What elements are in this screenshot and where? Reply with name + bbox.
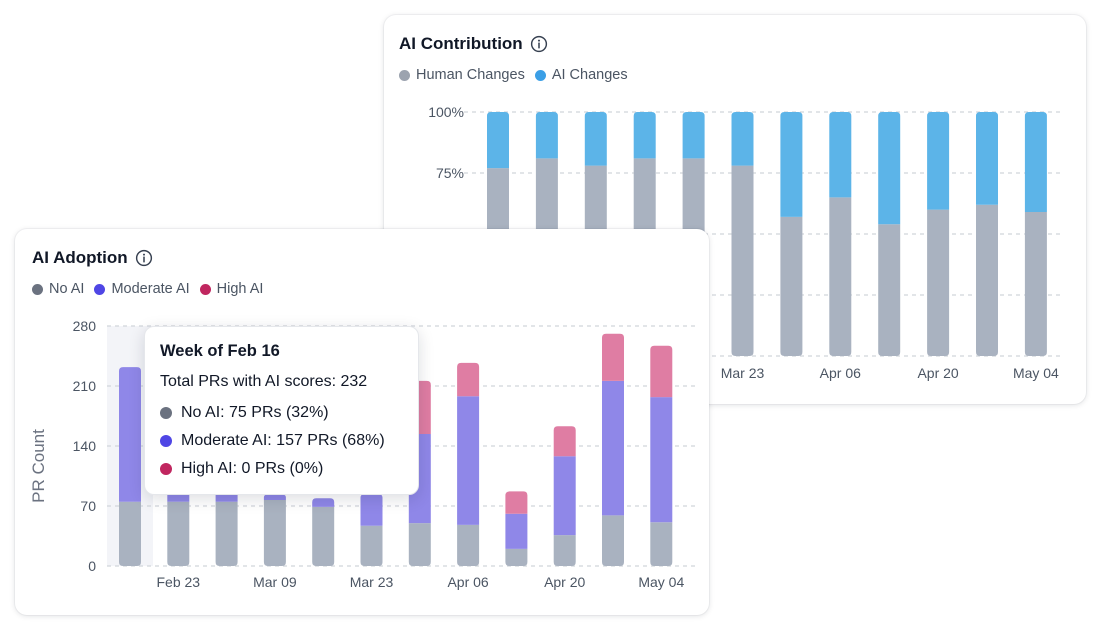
bar-no-ai xyxy=(215,501,238,566)
bar-ai-changes xyxy=(535,112,558,159)
tooltip-row-label: Moderate AI: 157 PRs (68%) xyxy=(181,432,385,449)
bar-ai-changes xyxy=(731,112,754,166)
y-axis-title: PR Count xyxy=(29,429,48,503)
legend-label: Moderate AI xyxy=(111,281,190,297)
y-tick-label: 0 xyxy=(88,558,96,574)
info-icon[interactable] xyxy=(530,35,548,53)
legend-label: No AI xyxy=(49,281,85,297)
legend-label: High AI xyxy=(216,281,264,297)
bar-moderate-ai xyxy=(457,396,480,525)
x-tick-label: Mar 23 xyxy=(350,574,394,590)
legend-moderate-ai[interactable]: Moderate AI xyxy=(94,281,190,297)
y-tick-label: 140 xyxy=(73,438,97,454)
y-tick-label: 70 xyxy=(80,498,96,514)
tooltip-row-label: No AI: 75 PRs (32%) xyxy=(181,404,329,421)
legend-label: AI Changes xyxy=(551,67,628,83)
ai-adoption-title: AI Adoption xyxy=(32,248,128,267)
bar-ai-changes xyxy=(927,112,950,210)
tooltip-dot xyxy=(160,435,172,447)
bar-human-changes xyxy=(878,224,901,356)
y-tick-label: 75% xyxy=(436,165,464,181)
tooltip-row-moderate-ai: Moderate AI: 157 PRs (68%) xyxy=(160,432,403,450)
legend-dot xyxy=(399,69,410,81)
bar-moderate-ai xyxy=(263,494,286,500)
tooltip-dot xyxy=(160,407,172,419)
legend-dot xyxy=(199,283,211,295)
legend-dot xyxy=(32,283,43,295)
tooltip-title: Week of Feb 16 xyxy=(160,342,280,360)
bar-no-ai xyxy=(167,501,190,566)
ai-contribution-title: AI Contribution xyxy=(399,34,523,53)
legend-ai-changes[interactable]: AI Changes xyxy=(534,67,628,83)
bar-human-changes xyxy=(976,204,998,356)
ai-contribution-title-row: AI Contribution xyxy=(399,34,548,54)
legend-dot xyxy=(534,69,546,81)
x-tick-label: Feb 23 xyxy=(157,574,201,590)
bar-no-ai xyxy=(505,548,528,566)
bar-high-ai xyxy=(553,426,576,457)
x-tick-label: Apr 20 xyxy=(917,365,958,381)
bar-ai-changes xyxy=(682,112,705,159)
bar-ai-changes xyxy=(878,112,901,225)
legend-human-changes[interactable]: Human Changes xyxy=(399,67,525,83)
x-tick-label: Mar 23 xyxy=(721,365,765,381)
y-tick-label: 210 xyxy=(73,378,97,394)
bar-high-ai xyxy=(505,491,528,514)
bar-ai-changes xyxy=(829,112,852,198)
info-icon[interactable] xyxy=(135,249,153,267)
x-tick-label: May 04 xyxy=(638,574,684,590)
tooltip-row-high-ai: High AI: 0 PRs (0%) xyxy=(160,460,403,478)
bar-ai-changes xyxy=(633,112,656,159)
bar-high-ai xyxy=(650,345,673,398)
x-tick-label: Apr 06 xyxy=(820,365,861,381)
y-tick-label: 100% xyxy=(428,104,464,120)
bar-no-ai xyxy=(408,523,431,566)
bar-moderate-ai xyxy=(119,367,141,502)
legend-label: Human Changes xyxy=(416,67,525,83)
bar-ai-changes xyxy=(487,112,509,169)
y-tick-label: 280 xyxy=(73,318,97,334)
bar-moderate-ai xyxy=(650,397,673,523)
bar-high-ai xyxy=(457,362,480,397)
bar-moderate-ai xyxy=(505,513,528,549)
tooltip-total: Total PRs with AI scores: 232 xyxy=(160,373,368,390)
bar-human-changes xyxy=(780,216,803,356)
tooltip-row-no-ai: No AI: 75 PRs (32%) xyxy=(160,404,403,422)
bar-human-changes xyxy=(927,209,950,356)
x-tick-label: May 04 xyxy=(1013,365,1059,381)
tooltip-row-label: High AI: 0 PRs (0%) xyxy=(181,460,324,477)
legend-no-ai[interactable]: No AI xyxy=(32,281,84,297)
ai-contribution-legend: Human Changes AI Changes xyxy=(399,67,628,83)
bar-no-ai xyxy=(312,506,335,566)
ai-adoption-legend: No AI Moderate AI High AI xyxy=(32,281,263,297)
bar-moderate-ai xyxy=(602,380,624,516)
bar-ai-changes xyxy=(584,112,607,166)
bar-ai-changes xyxy=(780,112,803,217)
bar-no-ai xyxy=(360,525,383,566)
bar-moderate-ai xyxy=(360,494,383,526)
tooltip-dot xyxy=(160,463,172,475)
bar-no-ai xyxy=(263,500,286,566)
chart-tooltip: Week of Feb 16 Total PRs with AI scores:… xyxy=(144,326,419,495)
legend-high-ai[interactable]: High AI xyxy=(199,281,264,297)
bar-ai-changes xyxy=(976,112,998,205)
bar-no-ai xyxy=(602,515,624,566)
legend-dot xyxy=(94,283,106,295)
bar-ai-changes xyxy=(1024,112,1047,213)
bar-human-changes xyxy=(1024,212,1047,356)
bar-moderate-ai xyxy=(553,456,576,536)
bar-human-changes xyxy=(829,197,852,356)
x-tick-label: Mar 09 xyxy=(253,574,297,590)
x-tick-label: Apr 20 xyxy=(544,574,585,590)
bar-no-ai xyxy=(650,522,673,566)
bar-high-ai xyxy=(602,333,624,381)
bar-moderate-ai xyxy=(312,498,335,507)
bar-human-changes xyxy=(731,165,754,356)
x-tick-label: Apr 06 xyxy=(447,574,488,590)
bar-no-ai xyxy=(457,524,480,566)
bar-no-ai xyxy=(553,535,576,566)
ai-adoption-title-row: AI Adoption xyxy=(32,248,153,268)
bar-no-ai xyxy=(119,501,141,566)
